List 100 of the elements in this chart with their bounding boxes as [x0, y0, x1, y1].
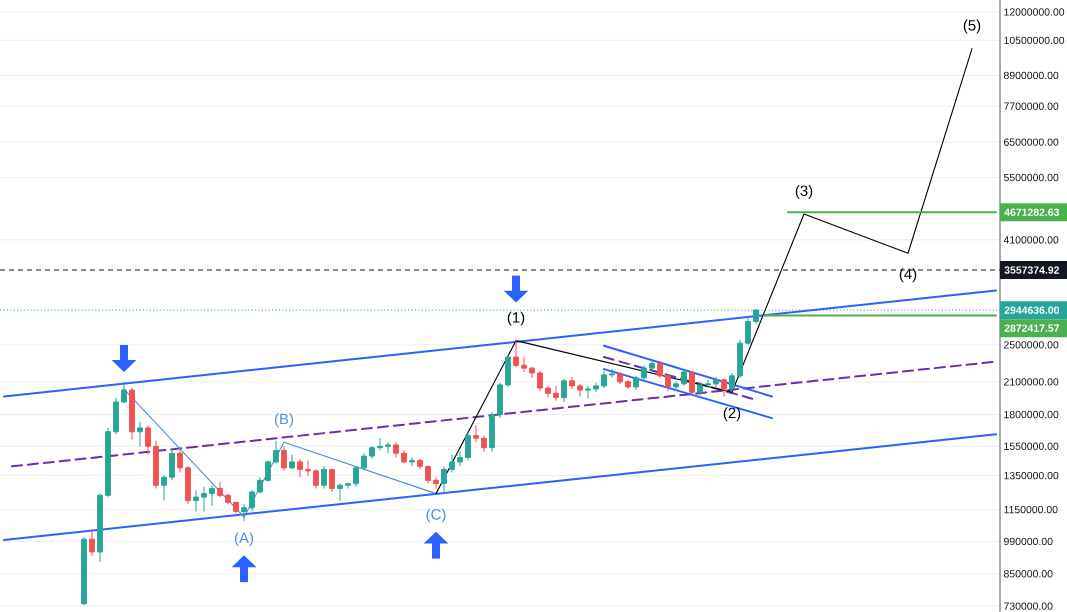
- candlestick: [201, 486, 207, 512]
- annotation: (C): [426, 508, 446, 523]
- candlestick: [81, 536, 87, 606]
- candlestick: [113, 397, 119, 435]
- candlestick: [193, 489, 199, 512]
- candlestick: [169, 448, 175, 481]
- candlestick: [281, 445, 287, 472]
- candlestick: [601, 370, 607, 389]
- candlestick: [513, 339, 519, 368]
- y-tick-label: 990000.00: [1004, 537, 1053, 546]
- y-tick-label: 8900000.00: [1003, 71, 1059, 80]
- candlestick: [641, 364, 647, 381]
- candlestick: [433, 476, 439, 490]
- candlestick: [593, 382, 599, 393]
- candlestick: [537, 370, 543, 392]
- candlestick: [401, 449, 407, 464]
- y-tick-label: 10500000.00: [1004, 36, 1065, 45]
- candlestick: [481, 435, 487, 453]
- ref-line-label: 3557374.92: [1004, 266, 1060, 274]
- candlestick: [185, 465, 191, 505]
- annotation: (A): [234, 532, 254, 547]
- candlestick: [465, 431, 471, 461]
- candlestick: [489, 411, 495, 453]
- y-tick-label: 1550000.00: [1004, 442, 1059, 450]
- candlestick: [409, 457, 415, 467]
- y-tick-label: 2500000.00: [1004, 341, 1059, 349]
- candlestick: [737, 339, 743, 379]
- candlestick: [177, 449, 183, 473]
- candlestick: [385, 441, 391, 454]
- annotation: (1): [507, 311, 525, 326]
- candlestick: [497, 382, 503, 419]
- candlestick: [545, 385, 551, 399]
- candlestick: [457, 451, 463, 467]
- candlestick: [473, 424, 479, 443]
- candlestick: [673, 381, 679, 392]
- candlestick: [145, 424, 151, 456]
- candlestick: [561, 378, 567, 403]
- candlestick: [289, 454, 295, 470]
- candlestick: [313, 468, 319, 490]
- data-label: 4671282.63: [1004, 208, 1060, 216]
- data-label: 2872417.57: [1004, 324, 1060, 332]
- y-tick-label: 4100000.00: [1003, 236, 1059, 244]
- candlestick: [505, 354, 511, 388]
- candlestick: [321, 465, 327, 490]
- candlestick: [249, 489, 255, 512]
- candlestick: [225, 493, 231, 505]
- candlestick: [745, 317, 751, 346]
- candlestick: [681, 368, 687, 387]
- candlestick: [705, 379, 711, 389]
- annotation: (4): [899, 268, 917, 283]
- candlestick: [153, 440, 159, 490]
- candlestick: [521, 356, 527, 373]
- candlestick: [417, 458, 423, 470]
- candlestick: [713, 376, 719, 388]
- candlestick: [625, 379, 631, 390]
- candlestick: [689, 370, 695, 396]
- candlestick: [449, 454, 455, 473]
- candlestick: [353, 465, 359, 488]
- candlestick: [345, 483, 351, 490]
- candlestick: [633, 375, 639, 391]
- candlestick: [217, 481, 223, 498]
- y-tick-label: 1150000.00: [1004, 505, 1058, 514]
- candlestick: [369, 445, 375, 460]
- candlestick: [89, 528, 95, 557]
- candlestick: [393, 441, 399, 459]
- candlestick: [257, 476, 263, 495]
- y-tick-label: 6500000.00: [1004, 138, 1059, 146]
- annotation: (B): [274, 413, 294, 428]
- candlestick: [617, 371, 623, 385]
- y-tick-label: 7700000.00: [1004, 102, 1059, 110]
- candlestick: [577, 383, 583, 397]
- annotation: (5): [963, 19, 981, 34]
- y-tick-label: 730000.00: [1004, 602, 1053, 610]
- candlestick: [585, 385, 591, 400]
- candlestick: [609, 368, 615, 379]
- candlestick: [553, 385, 559, 402]
- candlestick: [657, 362, 663, 379]
- y-tick-label: 5500000.00: [1003, 173, 1059, 182]
- y-tick-label: 850000.00: [1003, 570, 1053, 578]
- line-series: [435, 48, 973, 495]
- candlestick: [361, 452, 367, 470]
- annotation: (3): [795, 185, 813, 200]
- candlestick: [729, 372, 735, 392]
- candlestick: [649, 360, 655, 373]
- candlestick: [337, 483, 343, 502]
- candlestick: [297, 458, 303, 478]
- candlestick: [305, 459, 311, 477]
- candlestick: [209, 484, 215, 507]
- candlestick: [665, 374, 671, 392]
- candlestick: [697, 381, 703, 396]
- y-tick-label: 2100000.00: [1004, 378, 1059, 386]
- candlestick: [97, 493, 103, 563]
- y-tick-label: 12000000.00: [1004, 8, 1065, 16]
- candlestick: [377, 437, 383, 451]
- candlestick: [121, 381, 127, 404]
- y-tick-label: 1350000.00: [1004, 471, 1059, 480]
- candlestick: [105, 427, 111, 498]
- candlestick: [129, 387, 135, 441]
- candlestick: [441, 465, 447, 495]
- candlestick: [569, 376, 575, 390]
